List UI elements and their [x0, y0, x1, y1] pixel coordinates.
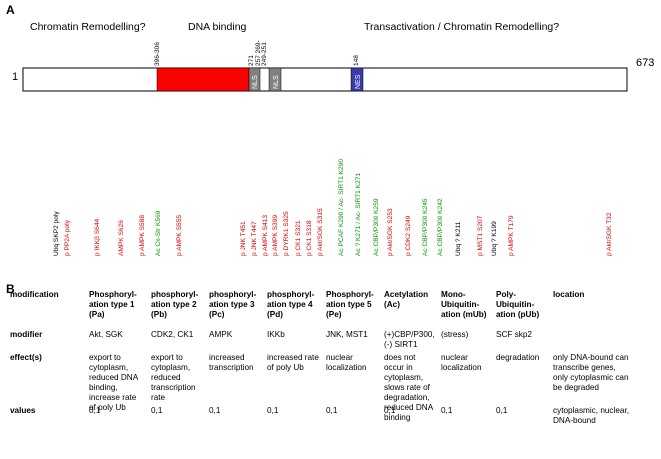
table-cell: cytoplasmic, nuclear, DNA-bound	[553, 406, 629, 425]
site-label: Ac CBP/P300 K245	[422, 198, 429, 256]
region-chromatin-label: Chromatin Remodelling?	[30, 21, 146, 33]
table-header: phosphoryl- ation type 3 (Pc)	[209, 290, 257, 319]
site-label: p JNK T447	[251, 221, 258, 256]
site-label: Ac CBP/P300 K259	[373, 198, 380, 256]
site-label: p MST1 S207	[477, 215, 484, 256]
table-cell: (+)CBP/P300, (-) SIRT1	[384, 330, 435, 349]
nls-domain-2-label: NLS	[273, 75, 280, 89]
table-cell: increased rate of poly Ub	[267, 353, 319, 372]
table-cell: 0,1	[89, 406, 101, 415]
table-cell: Akt, SGK	[89, 330, 123, 339]
table-header: phosphoryl- ation type 4 (Pd)	[267, 290, 315, 319]
table-cell: 0,1	[384, 406, 396, 415]
table-cell: 0,1	[151, 406, 163, 415]
site-label: p DYRK1 S325	[283, 211, 290, 256]
position-label: 148	[353, 55, 360, 66]
site-label: p Akt/SGK S315	[317, 208, 324, 256]
site-label: Ac Ck-Str K569	[155, 210, 162, 256]
table-row-label: effect(s)	[10, 353, 42, 362]
site-label: Ac ? K271 / Ac- SIRT1 K271	[355, 173, 362, 256]
table-cell: CDK2, CK1	[151, 330, 194, 339]
table-cell: SCF skp2	[496, 330, 532, 339]
table-cell: JNK, MST1	[326, 330, 368, 339]
region-transactivation-label: Transactivation / Chromatin Remodelling?	[364, 21, 559, 33]
table-header: Phosphoryl- ation type 1 (Pa)	[89, 290, 137, 319]
table-cell: export to cytoplasm, reduced DNA binding…	[89, 353, 139, 412]
table-cell: 0,1	[441, 406, 453, 415]
table-cell: 0,1	[267, 406, 279, 415]
panel-a-label: A	[6, 3, 15, 17]
nes-domain-label: NES	[355, 74, 362, 89]
site-label: p AMPK T179	[508, 215, 515, 256]
site-label: Ac PCAF K290 / Ac- SIRT1 K290	[338, 159, 345, 256]
site-label: p Akt/SGK T32	[606, 212, 613, 256]
protein-end-label: 673	[636, 57, 654, 69]
position-label: 271	[248, 55, 255, 66]
table-cell: IKKb	[267, 330, 285, 339]
site-label: p AMPK S399	[272, 215, 279, 256]
site-label: p Akt/SGK S253	[387, 208, 394, 256]
table-header: modification	[10, 290, 59, 299]
position-labels: 396-306 271 257 269- 249-251 148	[154, 40, 360, 66]
site-label: Ubq SKP2 poly	[53, 211, 60, 256]
position-label: 396-306	[154, 42, 161, 66]
table-row-label: values	[10, 406, 36, 415]
table-row-label: modifier	[10, 330, 43, 339]
table-header: phosphoryl- ation type 2 (Pb)	[151, 290, 199, 319]
table-cell: nuclear localization	[441, 353, 482, 372]
table-header: Phosphoryl- ation type 5 (Pe)	[326, 290, 374, 319]
table-cell: (stress)	[441, 330, 469, 339]
site-label: AMPK S626	[118, 220, 125, 256]
table-header: location	[553, 290, 585, 299]
site-label: p IKKβ S644	[94, 219, 101, 256]
position-label: 249-251	[261, 42, 268, 66]
panel-b-label: B	[6, 282, 15, 296]
table-cell: export to cytoplasm, reduced transcripti…	[151, 353, 196, 402]
protein-start-label: 1	[12, 71, 18, 83]
site-label: Ubq ? K199	[491, 221, 498, 256]
position-label: 257 269-	[255, 40, 262, 66]
site-label: p CK1 S318	[306, 220, 313, 256]
table-cell: only DNA-bound can transcribe genes, onl…	[553, 353, 629, 392]
table-cell: nuclear localization	[326, 353, 367, 372]
modification-sites: Ubq SKP2 poly p PP2A poly p IKKβ S644 AMPK …	[53, 159, 613, 256]
table-cell: 0,1	[496, 406, 508, 415]
site-label: Ac CBP/P300 K242	[437, 198, 444, 256]
region-dna-binding-label: DNA binding	[188, 21, 247, 33]
table-cell: does not occur in cytoplasm, slows rate …	[384, 353, 434, 422]
nls-domain-1	[248, 67, 261, 92]
table-cell: AMPK	[209, 330, 233, 339]
table-cell: degradation	[496, 353, 540, 362]
site-label: p AMPK S555	[176, 215, 183, 256]
nls-domain-1-label: NLS	[252, 75, 259, 89]
table-header: Acetylation (Ac)	[384, 290, 429, 309]
nls-domain-2	[268, 67, 282, 92]
nes-domain	[350, 67, 364, 92]
table-cell: 0,1	[209, 406, 221, 415]
table-cell: increased transcription	[209, 353, 254, 372]
site-label: p CDK2 S249	[405, 215, 412, 256]
table-header: Poly- Ubiquitin- ation (pUb)	[496, 290, 540, 319]
site-label: p AMPK S588	[139, 215, 146, 256]
site-label: p PP2A poly	[64, 219, 71, 256]
table-cell: 0,1	[326, 406, 338, 415]
table-header: Mono- Ubiquitin- ation (mUb)	[441, 290, 487, 319]
site-label: Ubq ? K211	[455, 221, 462, 256]
site-label: p AMPK S413	[262, 215, 269, 256]
site-label: p CK1 S321	[295, 220, 302, 256]
site-label: p JNK T451	[240, 221, 247, 256]
